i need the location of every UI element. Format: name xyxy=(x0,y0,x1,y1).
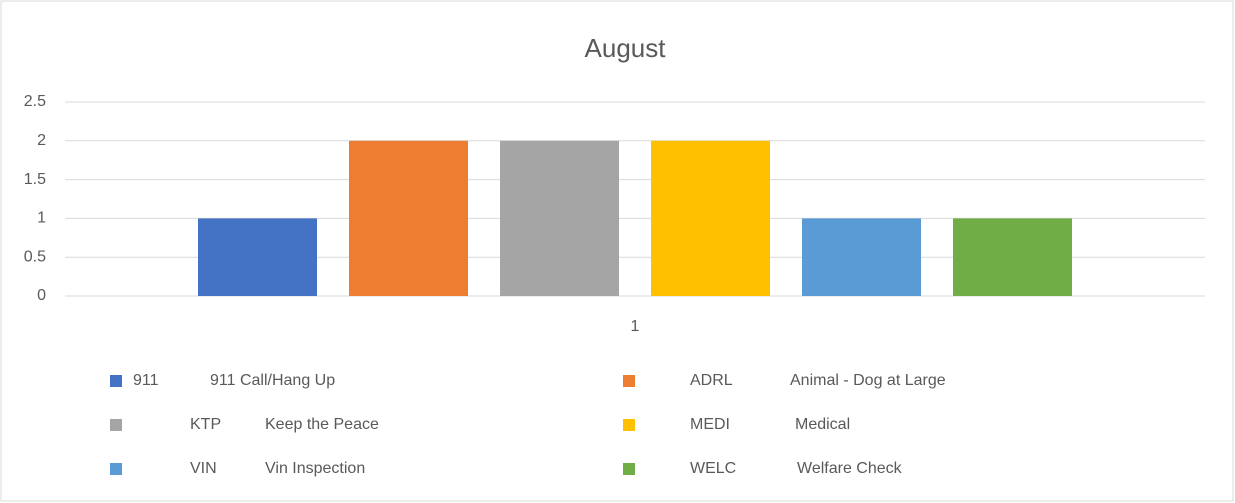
bar xyxy=(953,218,1072,296)
legend-label: Welfare Check xyxy=(797,460,903,477)
legend-code: KTP xyxy=(190,416,221,433)
chart-title: August xyxy=(585,33,667,63)
y-tick-label: 2 xyxy=(37,132,46,149)
x-tick-label: 1 xyxy=(631,318,640,335)
legend-marker xyxy=(623,419,635,431)
legend-marker xyxy=(110,463,122,475)
legend-label: Animal - Dog at Large xyxy=(790,372,946,389)
y-tick-label: 0.5 xyxy=(24,248,46,265)
bar xyxy=(651,140,770,296)
legend-code: WELC xyxy=(690,460,736,477)
bar xyxy=(349,140,468,296)
legend-marker xyxy=(623,375,635,387)
legend-code: 911 xyxy=(133,372,159,389)
legend-code: VIN xyxy=(190,460,217,477)
legend-label: Medical xyxy=(795,416,850,433)
legend-label: Vin Inspection xyxy=(265,460,365,477)
y-tick-label: 2.5 xyxy=(24,93,46,110)
legend-marker xyxy=(110,419,122,431)
bar xyxy=(802,218,921,296)
legend-marker xyxy=(110,375,122,387)
legend-code: ADRL xyxy=(690,372,733,389)
legend-code: MEDI xyxy=(690,416,730,433)
legend-label: Keep the Peace xyxy=(265,416,379,433)
y-tick-label: 1 xyxy=(37,210,46,227)
legend-label: 911 Call/Hang Up xyxy=(210,372,335,389)
bar xyxy=(500,140,619,296)
bar xyxy=(198,218,317,296)
y-tick-label: 0 xyxy=(37,287,46,304)
y-tick-label: 1.5 xyxy=(24,171,46,188)
legend-marker xyxy=(623,463,635,475)
